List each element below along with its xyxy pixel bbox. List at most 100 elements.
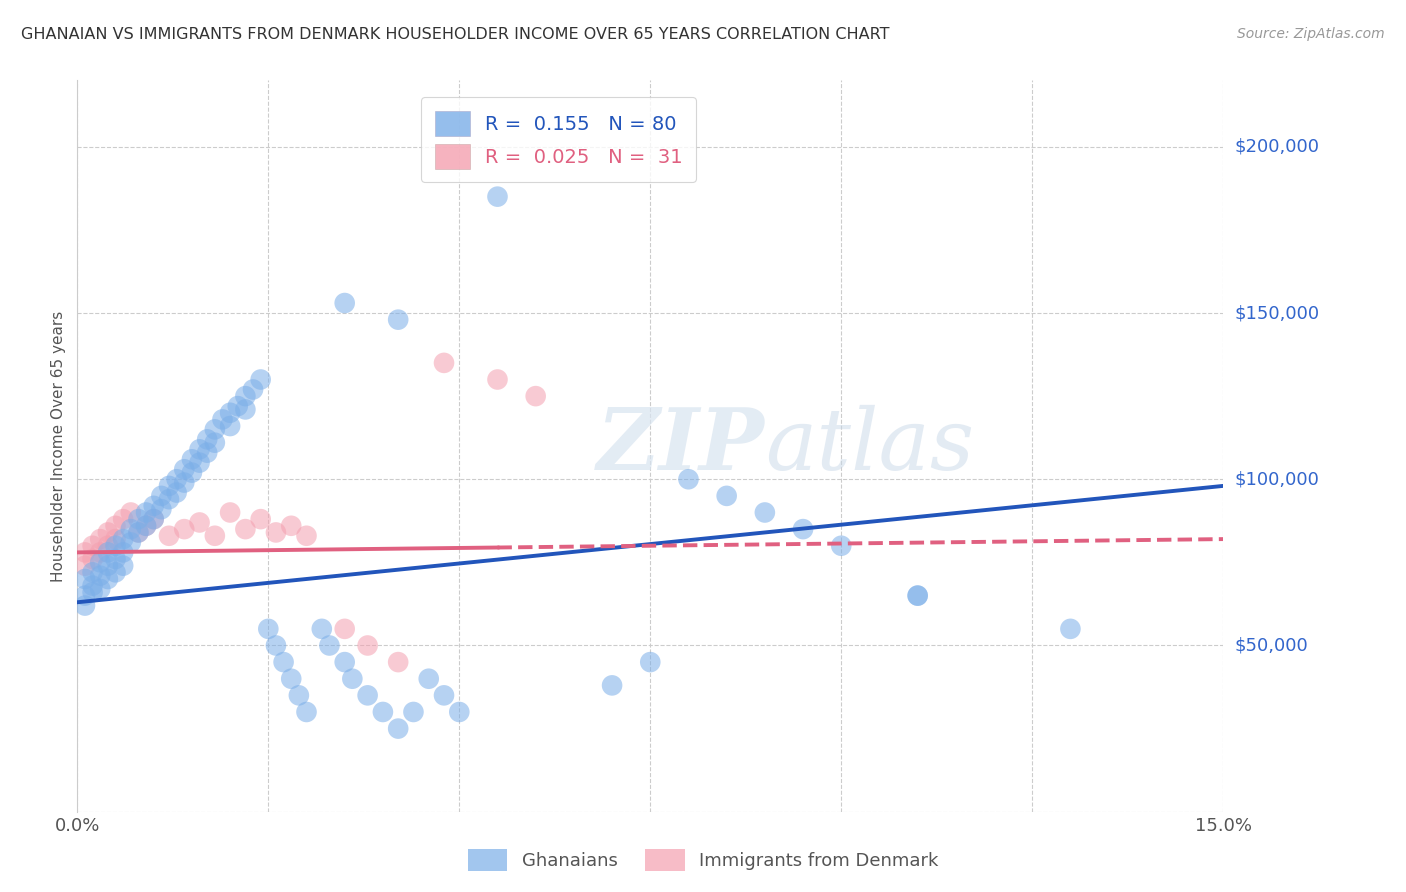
Point bbox=[157, 492, 180, 507]
Point bbox=[166, 485, 188, 500]
Text: $100,000: $100,000 bbox=[1234, 470, 1319, 488]
Point bbox=[173, 462, 195, 476]
Text: Source: ZipAtlas.com: Source: ZipAtlas.com bbox=[1237, 27, 1385, 41]
Point bbox=[342, 672, 364, 686]
Point bbox=[142, 499, 165, 513]
Point bbox=[142, 512, 165, 526]
Point bbox=[104, 552, 127, 566]
Point bbox=[486, 372, 509, 386]
Point bbox=[188, 456, 211, 470]
Point bbox=[135, 518, 157, 533]
Point bbox=[157, 479, 180, 493]
Point bbox=[89, 555, 111, 569]
Y-axis label: Householder Income Over 65 years: Householder Income Over 65 years bbox=[51, 310, 66, 582]
Point bbox=[219, 419, 242, 434]
Point bbox=[311, 622, 333, 636]
Point bbox=[180, 466, 204, 480]
Point bbox=[295, 529, 318, 543]
Point bbox=[449, 705, 471, 719]
Point bbox=[73, 545, 96, 559]
Point bbox=[166, 472, 188, 486]
Point bbox=[257, 622, 280, 636]
Point bbox=[82, 539, 104, 553]
Point bbox=[73, 599, 96, 613]
Point bbox=[127, 525, 149, 540]
Point bbox=[135, 518, 157, 533]
Point bbox=[716, 489, 738, 503]
Point bbox=[104, 532, 127, 546]
Point bbox=[226, 399, 249, 413]
Point bbox=[333, 655, 356, 669]
Point bbox=[219, 406, 242, 420]
Point bbox=[112, 532, 135, 546]
Point bbox=[524, 389, 547, 403]
Point bbox=[127, 525, 149, 540]
Point bbox=[104, 566, 127, 580]
Point bbox=[188, 516, 211, 530]
Point bbox=[754, 506, 776, 520]
Text: $200,000: $200,000 bbox=[1234, 137, 1319, 156]
Point bbox=[387, 312, 409, 326]
Point bbox=[678, 472, 700, 486]
Point bbox=[792, 522, 814, 536]
Point bbox=[173, 475, 195, 490]
Point bbox=[73, 572, 96, 586]
Point bbox=[188, 442, 211, 457]
Point bbox=[288, 689, 311, 703]
Point bbox=[249, 372, 271, 386]
Point bbox=[120, 506, 142, 520]
Point bbox=[73, 589, 96, 603]
Point bbox=[112, 558, 135, 573]
Point bbox=[371, 705, 394, 719]
Point bbox=[97, 545, 120, 559]
Text: $50,000: $50,000 bbox=[1234, 637, 1308, 655]
Point bbox=[356, 639, 378, 653]
Point bbox=[204, 529, 226, 543]
Point bbox=[157, 529, 180, 543]
Text: GHANAIAN VS IMMIGRANTS FROM DENMARK HOUSEHOLDER INCOME OVER 65 YEARS CORRELATION: GHANAIAN VS IMMIGRANTS FROM DENMARK HOUS… bbox=[21, 27, 890, 42]
Point bbox=[264, 525, 287, 540]
Point bbox=[418, 672, 440, 686]
Point bbox=[242, 383, 264, 397]
Point bbox=[264, 639, 287, 653]
Point bbox=[402, 705, 425, 719]
Point bbox=[195, 433, 218, 447]
Point bbox=[173, 522, 195, 536]
Point bbox=[295, 705, 318, 719]
Point bbox=[120, 522, 142, 536]
Point bbox=[142, 512, 165, 526]
Point bbox=[600, 678, 623, 692]
Point bbox=[333, 296, 356, 310]
Point bbox=[180, 452, 204, 467]
Point bbox=[273, 655, 295, 669]
Point bbox=[387, 722, 409, 736]
Point bbox=[89, 532, 111, 546]
Point bbox=[249, 512, 271, 526]
Point bbox=[235, 522, 257, 536]
Point bbox=[280, 518, 302, 533]
Point bbox=[280, 672, 302, 686]
Point bbox=[97, 572, 120, 586]
Point bbox=[640, 655, 662, 669]
Point bbox=[82, 566, 104, 580]
Point bbox=[150, 489, 173, 503]
Point bbox=[82, 585, 104, 599]
Point bbox=[387, 655, 409, 669]
Point bbox=[204, 422, 226, 436]
Point bbox=[204, 435, 226, 450]
Point bbox=[104, 518, 127, 533]
Point bbox=[907, 589, 929, 603]
Point bbox=[211, 412, 233, 426]
Point bbox=[82, 579, 104, 593]
Point bbox=[830, 539, 852, 553]
Text: atlas: atlas bbox=[765, 405, 974, 487]
Point bbox=[135, 506, 157, 520]
Legend: Ghanaians, Immigrants from Denmark: Ghanaians, Immigrants from Denmark bbox=[460, 842, 946, 879]
Point bbox=[318, 639, 340, 653]
Point bbox=[73, 558, 96, 573]
Point bbox=[356, 689, 378, 703]
Point bbox=[97, 558, 120, 573]
Point bbox=[433, 356, 456, 370]
Point bbox=[433, 689, 456, 703]
Point bbox=[112, 512, 135, 526]
